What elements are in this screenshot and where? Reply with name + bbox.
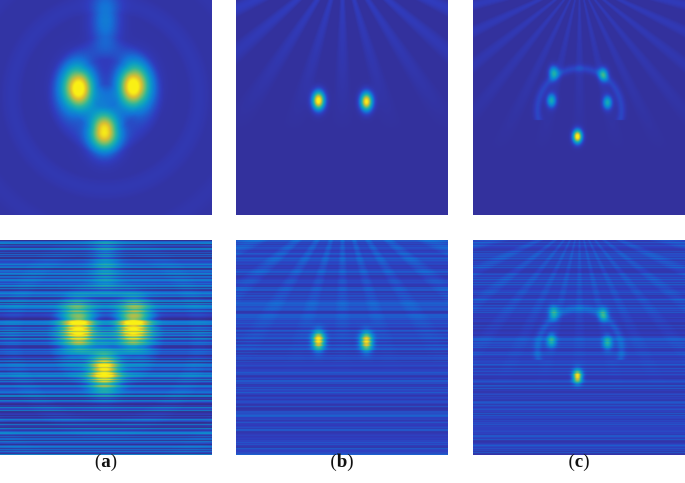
caption-b: (b) [236, 451, 448, 473]
heatmap-b-bottom [236, 240, 448, 455]
panel-b-bottom [236, 240, 448, 455]
caption-a-letter: a [101, 451, 111, 472]
caption-a-open: ( [94, 451, 102, 472]
caption-b-close: ) [347, 451, 354, 472]
heatmap-c-bottom [473, 240, 685, 455]
heatmap-a-bottom [0, 240, 212, 455]
caption-c-close: ) [583, 451, 590, 472]
heatmap-b-top [236, 0, 448, 215]
caption-a-close: ) [110, 451, 118, 472]
panel-a-bottom [0, 240, 212, 455]
caption-b-letter: b [336, 451, 348, 472]
caption-c-letter: c [574, 451, 584, 472]
caption-c: (c) [473, 451, 685, 473]
heatmap-c-top [473, 0, 685, 215]
panel-a-top [0, 0, 212, 215]
caption-b-open: ( [330, 451, 337, 472]
heatmap-a-top [0, 0, 212, 215]
panel-c-top [473, 0, 685, 215]
panel-c-bottom [473, 240, 685, 455]
caption-a: (a) [0, 451, 212, 473]
panel-b-top [236, 0, 448, 215]
caption-c-open: ( [568, 451, 575, 472]
